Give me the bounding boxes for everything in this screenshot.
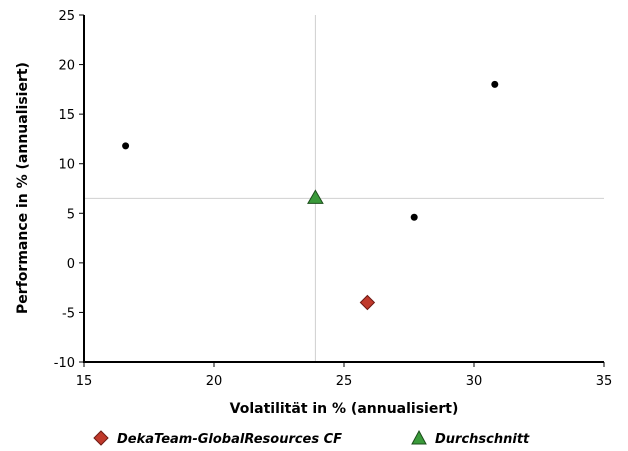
- scatter-point: [122, 142, 130, 150]
- legend-diamond-marker: [93, 430, 109, 446]
- y-tick-label: 5: [67, 207, 75, 222]
- x-axis-title: Volatilität in % (annualisiert): [230, 401, 459, 417]
- x-tick-label: 25: [336, 374, 353, 389]
- legend: DekaTeam-GlobalResources CF Durchschnitt: [93, 429, 530, 447]
- x-tick-label: 20: [206, 374, 223, 389]
- legend-item-dekateam[interactable]: DekaTeam-GlobalResources CF: [93, 430, 342, 447]
- legend-triangle-marker: [411, 429, 427, 445]
- y-tick-label: -10: [54, 356, 75, 371]
- scatter-point: [410, 213, 418, 221]
- data-points: [122, 80, 499, 311]
- y-tick-label: 20: [58, 59, 75, 74]
- legend-label-durchschnitt: Durchschnitt: [435, 432, 530, 447]
- diamond-point: [359, 294, 376, 311]
- y-tick-label: -5: [62, 306, 75, 321]
- x-tick-label: 30: [466, 374, 483, 389]
- y-axis-title: Performance in % (annualisiert): [15, 62, 31, 314]
- y-tick-label: 25: [58, 9, 75, 24]
- y-tick-label: 15: [58, 108, 75, 123]
- y-tick-label: 10: [58, 158, 75, 173]
- x-tick-label: 15: [76, 374, 93, 389]
- legend-label-dekateam: DekaTeam-GlobalResources CF: [117, 432, 342, 447]
- triangle-point: [307, 189, 324, 204]
- y-tick-label: 0: [67, 257, 75, 272]
- x-tick-label: 35: [596, 374, 613, 389]
- legend-item-durchschnitt[interactable]: Durchschnitt: [411, 429, 530, 447]
- scatter-point: [491, 80, 499, 88]
- reference-lines: [84, 15, 604, 362]
- axes: [79, 14, 605, 367]
